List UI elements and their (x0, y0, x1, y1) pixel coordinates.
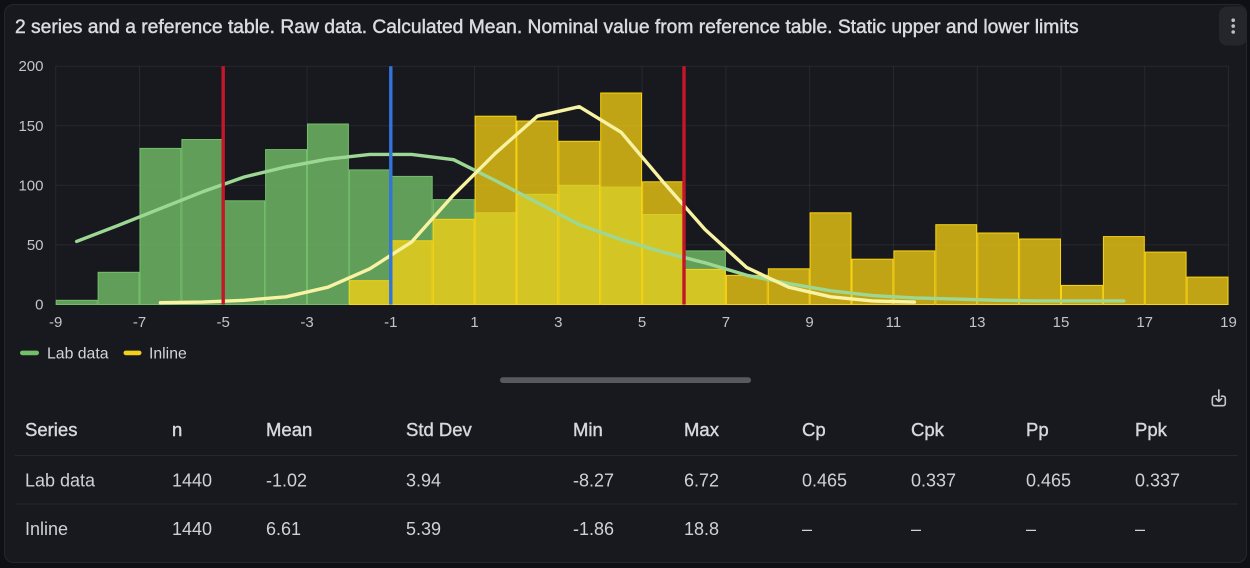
svg-text:200: 200 (18, 58, 43, 75)
svg-text:Ppk: Ppk (1135, 419, 1168, 440)
svg-text:Max: Max (684, 419, 720, 440)
svg-text:6.72: 6.72 (684, 470, 719, 490)
svg-text:3.94: 3.94 (406, 470, 441, 490)
svg-text:11: 11 (886, 314, 902, 331)
svg-text:Inline: Inline (25, 519, 68, 539)
svg-text:n: n (172, 419, 182, 440)
svg-text:19: 19 (1220, 314, 1237, 331)
svg-text:Mean: Mean (266, 419, 312, 440)
svg-text:0.337: 0.337 (1135, 470, 1180, 490)
svg-text:5: 5 (638, 314, 646, 331)
svg-text:–: – (802, 519, 812, 539)
svg-text:-8.27: -8.27 (573, 470, 614, 490)
svg-text:-1: -1 (384, 314, 397, 331)
svg-text:0.337: 0.337 (911, 470, 956, 490)
svg-text:1440: 1440 (172, 519, 212, 539)
svg-text:-9: -9 (49, 314, 62, 331)
svg-text:0.465: 0.465 (1026, 470, 1071, 490)
svg-text:15: 15 (1053, 314, 1070, 331)
svg-text:100: 100 (18, 177, 43, 194)
svg-text:–: – (1026, 519, 1036, 539)
svg-text:–: – (911, 519, 921, 539)
svg-text:13: 13 (969, 314, 986, 331)
svg-text:0.465: 0.465 (802, 470, 847, 490)
svg-text:Lab data: Lab data (25, 470, 96, 490)
svg-text:Std Dev: Std Dev (406, 419, 473, 440)
svg-text:–: – (1135, 519, 1145, 539)
svg-text:2 series and a reference table: 2 series and a reference table. Raw data… (15, 17, 1079, 38)
svg-text:5.39: 5.39 (406, 519, 441, 539)
svg-text:Series: Series (25, 419, 77, 440)
svg-text:50: 50 (27, 237, 44, 254)
svg-text:-1.86: -1.86 (573, 519, 614, 539)
svg-text:6.61: 6.61 (266, 519, 301, 539)
svg-text:3: 3 (554, 314, 562, 331)
svg-text:1440: 1440 (172, 470, 212, 490)
svg-text:Lab data: Lab data (47, 346, 109, 363)
svg-text:7: 7 (722, 314, 730, 331)
svg-text:18.8: 18.8 (684, 519, 719, 539)
svg-text:Inline: Inline (149, 346, 187, 363)
svg-text:17: 17 (1136, 314, 1153, 331)
svg-text:Min: Min (573, 419, 603, 440)
svg-text:-3: -3 (300, 314, 313, 331)
svg-text:0: 0 (35, 297, 43, 314)
svg-text:-1.02: -1.02 (266, 470, 307, 490)
svg-text:150: 150 (18, 118, 43, 135)
svg-text:Pp: Pp (1026, 419, 1049, 440)
svg-text:-5: -5 (217, 314, 230, 331)
svg-text:1: 1 (470, 314, 478, 331)
svg-text:9: 9 (805, 314, 813, 331)
svg-text:Cpk: Cpk (911, 419, 945, 440)
svg-text:-7: -7 (133, 314, 146, 331)
svg-text:Cp: Cp (802, 419, 826, 440)
